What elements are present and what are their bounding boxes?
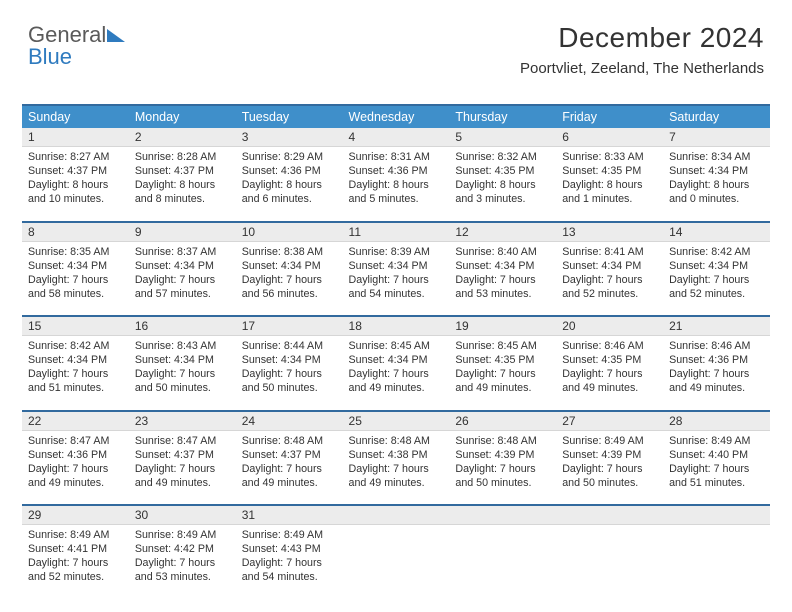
day-number: 5: [449, 128, 556, 147]
day-cell: Sunrise: 8:45 AMSunset: 4:34 PMDaylight:…: [343, 336, 450, 402]
day-number: [343, 506, 450, 525]
day-number: [663, 506, 770, 525]
day-cell: Sunrise: 8:49 AMSunset: 4:41 PMDaylight:…: [22, 525, 129, 591]
day-number: 4: [343, 128, 450, 147]
weekday-header: Monday: [129, 106, 236, 128]
day-number-row: 293031: [22, 506, 770, 525]
day-number: 25: [343, 412, 450, 431]
day-cell: Sunrise: 8:29 AMSunset: 4:36 PMDaylight:…: [236, 147, 343, 213]
day-number: 17: [236, 317, 343, 336]
logo-triangle-icon: [107, 29, 125, 42]
logo-word-2: Blue: [28, 44, 72, 69]
day-number: 16: [129, 317, 236, 336]
day-number: 19: [449, 317, 556, 336]
day-cell: Sunrise: 8:48 AMSunset: 4:39 PMDaylight:…: [449, 431, 556, 497]
weekday-header: Saturday: [663, 106, 770, 128]
day-cell: Sunrise: 8:33 AMSunset: 4:35 PMDaylight:…: [556, 147, 663, 213]
day-number: 23: [129, 412, 236, 431]
day-number: 30: [129, 506, 236, 525]
day-cell: Sunrise: 8:32 AMSunset: 4:35 PMDaylight:…: [449, 147, 556, 213]
day-cell: Sunrise: 8:45 AMSunset: 4:35 PMDaylight:…: [449, 336, 556, 402]
day-number: [449, 506, 556, 525]
day-cell: Sunrise: 8:47 AMSunset: 4:37 PMDaylight:…: [129, 431, 236, 497]
day-cell: Sunrise: 8:40 AMSunset: 4:34 PMDaylight:…: [449, 242, 556, 308]
day-cell: Sunrise: 8:39 AMSunset: 4:34 PMDaylight:…: [343, 242, 450, 308]
day-number: 14: [663, 223, 770, 242]
day-number: 15: [22, 317, 129, 336]
weekday-header: Sunday: [22, 106, 129, 128]
day-number: 21: [663, 317, 770, 336]
day-cell: Sunrise: 8:46 AMSunset: 4:36 PMDaylight:…: [663, 336, 770, 402]
day-cell: Sunrise: 8:48 AMSunset: 4:37 PMDaylight:…: [236, 431, 343, 497]
day-number: 29: [22, 506, 129, 525]
day-cell: Sunrise: 8:47 AMSunset: 4:36 PMDaylight:…: [22, 431, 129, 497]
header-block: December 2024 Poortvliet, Zeeland, The N…: [520, 22, 764, 77]
day-cell: Sunrise: 8:46 AMSunset: 4:35 PMDaylight:…: [556, 336, 663, 402]
weekday-header-row: SundayMondayTuesdayWednesdayThursdayFrid…: [22, 106, 770, 128]
day-body-row: Sunrise: 8:35 AMSunset: 4:34 PMDaylight:…: [22, 242, 770, 308]
day-number: 9: [129, 223, 236, 242]
day-number: [556, 506, 663, 525]
day-body-row: Sunrise: 8:27 AMSunset: 4:37 PMDaylight:…: [22, 147, 770, 213]
calendar-grid: SundayMondayTuesdayWednesdayThursdayFrid…: [22, 104, 770, 591]
day-cell: Sunrise: 8:42 AMSunset: 4:34 PMDaylight:…: [22, 336, 129, 402]
weekday-header: Thursday: [449, 106, 556, 128]
day-cell: [343, 525, 450, 591]
day-number-row: 891011121314: [22, 223, 770, 242]
logo: General Blue: [28, 24, 125, 68]
week-separator: [22, 496, 770, 506]
day-number: 10: [236, 223, 343, 242]
day-cell: Sunrise: 8:31 AMSunset: 4:36 PMDaylight:…: [343, 147, 450, 213]
location-subtitle: Poortvliet, Zeeland, The Netherlands: [520, 60, 764, 77]
day-number: 2: [129, 128, 236, 147]
day-number: 11: [343, 223, 450, 242]
day-number: 8: [22, 223, 129, 242]
day-number: 27: [556, 412, 663, 431]
day-cell: Sunrise: 8:49 AMSunset: 4:42 PMDaylight:…: [129, 525, 236, 591]
day-body-row: Sunrise: 8:49 AMSunset: 4:41 PMDaylight:…: [22, 525, 770, 591]
day-cell: Sunrise: 8:49 AMSunset: 4:43 PMDaylight:…: [236, 525, 343, 591]
day-cell: Sunrise: 8:43 AMSunset: 4:34 PMDaylight:…: [129, 336, 236, 402]
day-number: 12: [449, 223, 556, 242]
week-separator: [22, 402, 770, 412]
day-number: 31: [236, 506, 343, 525]
day-number: 28: [663, 412, 770, 431]
day-cell: [663, 525, 770, 591]
day-cell: Sunrise: 8:37 AMSunset: 4:34 PMDaylight:…: [129, 242, 236, 308]
day-number-row: 15161718192021: [22, 317, 770, 336]
day-cell: Sunrise: 8:49 AMSunset: 4:40 PMDaylight:…: [663, 431, 770, 497]
day-number: 1: [22, 128, 129, 147]
day-cell: [556, 525, 663, 591]
day-cell: Sunrise: 8:28 AMSunset: 4:37 PMDaylight:…: [129, 147, 236, 213]
week-separator: [22, 213, 770, 223]
day-cell: Sunrise: 8:44 AMSunset: 4:34 PMDaylight:…: [236, 336, 343, 402]
day-body-row: Sunrise: 8:47 AMSunset: 4:36 PMDaylight:…: [22, 431, 770, 497]
day-number: 26: [449, 412, 556, 431]
day-number: 24: [236, 412, 343, 431]
weekday-header: Wednesday: [343, 106, 450, 128]
weekday-header: Tuesday: [236, 106, 343, 128]
day-cell: Sunrise: 8:49 AMSunset: 4:39 PMDaylight:…: [556, 431, 663, 497]
page-title: December 2024: [520, 22, 764, 54]
day-number: 7: [663, 128, 770, 147]
day-cell: Sunrise: 8:38 AMSunset: 4:34 PMDaylight:…: [236, 242, 343, 308]
day-body-row: Sunrise: 8:42 AMSunset: 4:34 PMDaylight:…: [22, 336, 770, 402]
day-cell: Sunrise: 8:48 AMSunset: 4:38 PMDaylight:…: [343, 431, 450, 497]
day-number: 18: [343, 317, 450, 336]
day-number-row: 1234567: [22, 128, 770, 147]
day-number: 6: [556, 128, 663, 147]
day-number: 13: [556, 223, 663, 242]
day-cell: Sunrise: 8:42 AMSunset: 4:34 PMDaylight:…: [663, 242, 770, 308]
day-cell: Sunrise: 8:34 AMSunset: 4:34 PMDaylight:…: [663, 147, 770, 213]
day-number: 22: [22, 412, 129, 431]
week-separator: [22, 307, 770, 317]
day-number-row: 22232425262728: [22, 412, 770, 431]
day-cell: Sunrise: 8:35 AMSunset: 4:34 PMDaylight:…: [22, 242, 129, 308]
day-cell: [449, 525, 556, 591]
weekday-header: Friday: [556, 106, 663, 128]
day-number: 20: [556, 317, 663, 336]
day-cell: Sunrise: 8:41 AMSunset: 4:34 PMDaylight:…: [556, 242, 663, 308]
day-number: 3: [236, 128, 343, 147]
day-cell: Sunrise: 8:27 AMSunset: 4:37 PMDaylight:…: [22, 147, 129, 213]
